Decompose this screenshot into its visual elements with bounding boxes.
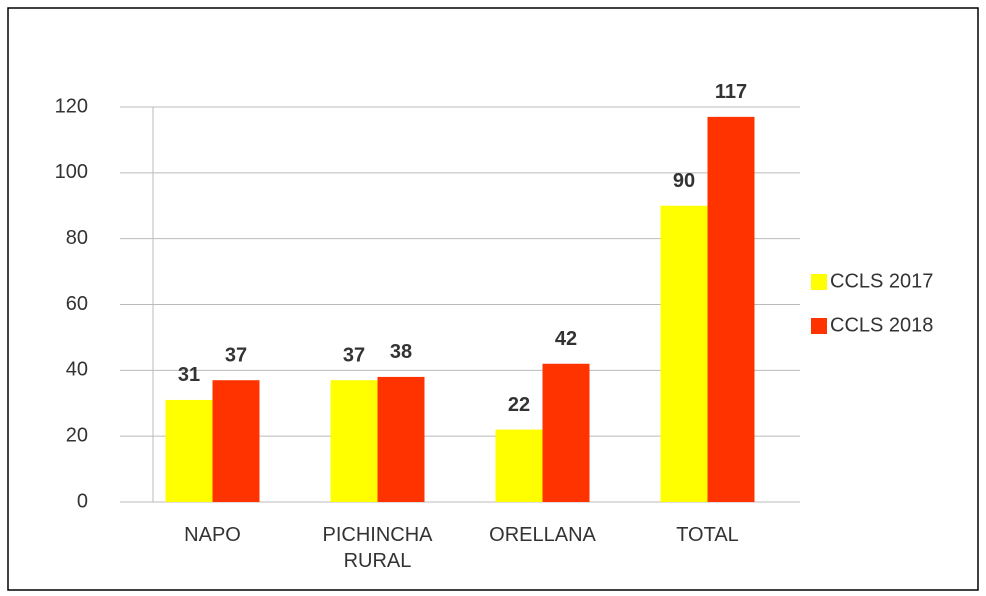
bar xyxy=(165,399,213,502)
chart-border xyxy=(7,7,979,591)
bar xyxy=(377,376,425,502)
legend-label: CCLS 2018 xyxy=(830,314,933,336)
legend-swatch xyxy=(811,274,827,290)
bar xyxy=(660,205,708,502)
y-tick-label: 100 xyxy=(55,161,88,183)
legend-swatch xyxy=(811,318,827,334)
value-label: 42 xyxy=(555,328,577,350)
y-tick-label: 120 xyxy=(55,95,88,117)
bar xyxy=(495,429,543,502)
legend-label: CCLS 2017 xyxy=(830,270,933,292)
x-tick-label: ORELLANA xyxy=(489,524,596,546)
x-tick-label: NAPO xyxy=(184,524,241,546)
value-label: 38 xyxy=(390,341,412,363)
x-tick-label: TOTAL xyxy=(676,524,739,546)
bar xyxy=(330,380,378,502)
y-tick-label: 20 xyxy=(66,424,88,446)
value-label: 37 xyxy=(343,344,365,366)
value-label: 37 xyxy=(225,344,247,366)
value-label: 31 xyxy=(178,364,200,386)
value-label: 22 xyxy=(508,394,530,416)
y-tick-label: 40 xyxy=(66,359,88,381)
bar xyxy=(542,363,590,502)
bar xyxy=(212,380,260,502)
y-tick-label: 0 xyxy=(77,490,88,512)
bar xyxy=(707,116,755,502)
y-tick-label: 80 xyxy=(66,227,88,249)
value-label: 90 xyxy=(673,170,695,192)
x-tick-label: PICHINCHA RURAL xyxy=(322,524,433,572)
value-label: 117 xyxy=(715,81,747,103)
y-tick-label: 60 xyxy=(66,293,88,315)
